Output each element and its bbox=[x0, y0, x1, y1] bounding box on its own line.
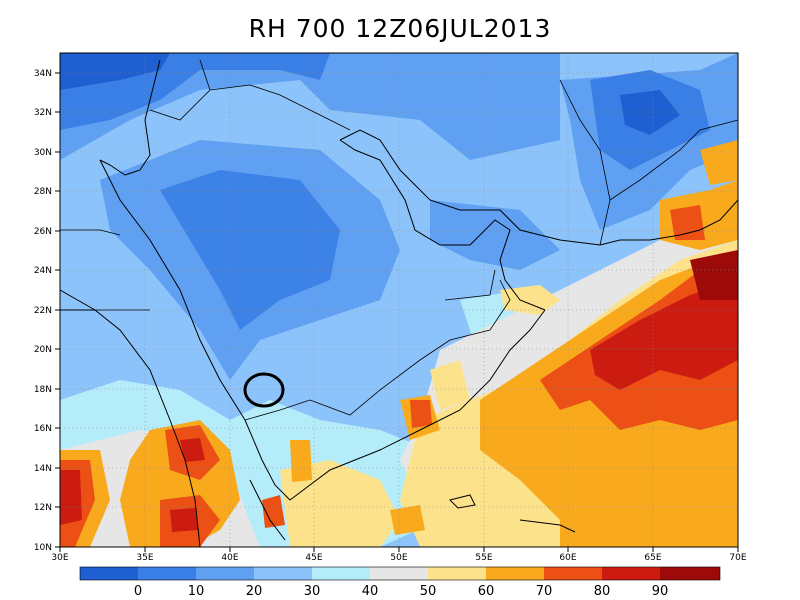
colorbar-label: 0 bbox=[134, 584, 142, 599]
x-tick-label: 60E bbox=[559, 553, 576, 563]
colorbar-swatch bbox=[486, 567, 544, 580]
colorbar-label: 90 bbox=[652, 584, 669, 599]
grid-lines bbox=[60, 53, 738, 547]
y-tick-label: 32N bbox=[34, 108, 52, 118]
axis-ticks bbox=[55, 72, 739, 552]
colorbar-label: 50 bbox=[420, 584, 437, 599]
colorbar-swatch bbox=[254, 567, 312, 580]
y-tick-label: 12N bbox=[34, 503, 52, 513]
colorbar-label: 20 bbox=[246, 584, 263, 599]
annotation-circle bbox=[243, 372, 285, 408]
colorbar-label: 30 bbox=[304, 584, 321, 599]
x-tick-label: 70E bbox=[729, 553, 746, 563]
x-tick-label: 55E bbox=[475, 553, 492, 563]
y-tick-labels: 10N 12N 14N 16N 18N 20N 22N 24N 26N 28N … bbox=[34, 69, 52, 553]
x-tick-label: 40E bbox=[221, 553, 238, 563]
x-tick-label: 30E bbox=[51, 553, 68, 563]
y-tick-label: 28N bbox=[34, 187, 52, 197]
y-tick-label: 10N bbox=[34, 543, 52, 553]
y-tick-label: 20N bbox=[34, 345, 52, 355]
colorbar-swatch bbox=[428, 567, 486, 580]
y-tick-label: 16N bbox=[34, 424, 52, 434]
colorbar-label: 70 bbox=[536, 584, 553, 599]
colorbar-swatch bbox=[602, 567, 660, 580]
y-tick-label: 26N bbox=[34, 227, 52, 237]
y-tick-label: 14N bbox=[34, 464, 52, 474]
colorbar-swatch bbox=[138, 567, 196, 580]
colorbar-swatch bbox=[312, 567, 370, 580]
x-tick-label: 50E bbox=[390, 553, 407, 563]
colorbar-swatch bbox=[370, 567, 428, 580]
coastlines bbox=[59, 59, 739, 548]
x-tick-label: 65E bbox=[644, 553, 661, 563]
borders bbox=[60, 59, 739, 421]
y-tick-label: 34N bbox=[34, 69, 52, 79]
y-tick-label: 24N bbox=[34, 266, 52, 276]
colorbar-label: 40 bbox=[362, 584, 379, 599]
colorbar-label: 10 bbox=[188, 584, 205, 599]
y-tick-label: 22N bbox=[34, 306, 52, 316]
x-tick-label: 35E bbox=[136, 553, 153, 563]
y-tick-label: 18N bbox=[34, 385, 52, 395]
colorbar-swatch bbox=[660, 567, 720, 580]
map-title: RH 700 12Z06JUL2013 bbox=[248, 14, 552, 43]
rh-field bbox=[60, 53, 738, 547]
colorbar-swatch bbox=[544, 567, 602, 580]
colorbar-label: 80 bbox=[594, 584, 611, 599]
colorbar: 0 10 20 30 40 50 60 70 80 90 bbox=[79, 566, 721, 599]
colorbar-swatch bbox=[196, 567, 254, 580]
x-tick-labels: 30E 35E 40E 45E 50E 55E 60E 65E 70E bbox=[51, 553, 746, 563]
x-tick-label: 45E bbox=[305, 553, 322, 563]
colorbar-swatch bbox=[80, 567, 138, 580]
y-tick-label: 30N bbox=[34, 148, 52, 158]
colorbar-label: 60 bbox=[478, 584, 495, 599]
